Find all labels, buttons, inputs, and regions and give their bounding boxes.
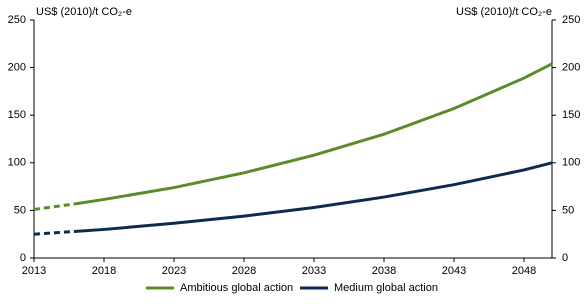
x-tick-label: 2038 [372,265,396,277]
y2-tick-label: 50 [562,204,574,216]
line-dashed [33,202,77,211]
y2-tick-label: 0 [562,252,568,264]
line-solid [75,62,553,206]
y-tick-label: 150 [8,109,26,121]
legend-label: Medium global action [334,282,438,294]
y-tick-label: 0 [20,252,26,264]
y2-tick-label: 200 [562,62,580,74]
x-tick-label: 2033 [302,265,326,277]
x-tick-label: 2028 [232,265,256,277]
y2-tick-label: 150 [562,109,580,121]
x-tick-label: 2048 [512,265,536,277]
y-tick-label: 100 [8,157,26,169]
y-tick-label: 250 [8,14,26,26]
x-tick-label: 2023 [162,265,186,277]
line-solid [75,161,553,233]
x-tick-label: 2043 [442,265,466,277]
y2-axis-title: US$ (2010)/t CO₂-e [456,6,552,18]
x-tick-label: 2013 [22,265,46,277]
line-dashed [33,229,77,236]
y-tick-label: 200 [8,62,26,74]
y2-tick-label: 100 [562,157,580,169]
y-axis-title: US$ (2010)/t CO₂-e [36,6,132,18]
y-tick-label: 50 [14,204,26,216]
x-tick-label: 2018 [92,265,116,277]
legend-label: Ambitious global action [180,282,293,294]
y2-tick-label: 250 [562,14,580,26]
